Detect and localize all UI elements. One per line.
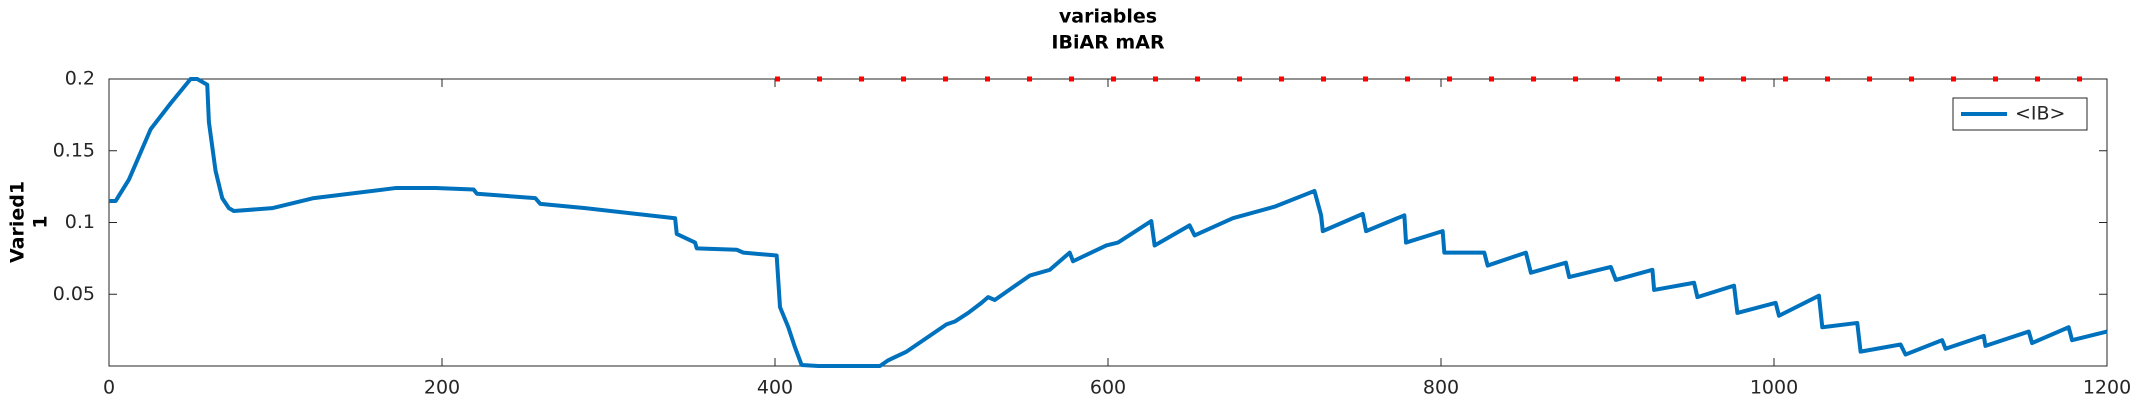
chart-title: IBiAR mAR (1051, 32, 1165, 54)
series-line (109, 77, 2108, 368)
x-tick-label: 400 (757, 377, 793, 399)
y-axis-label: 1 (30, 215, 52, 228)
x-tick-label: 800 (1423, 377, 1459, 399)
y-tick-label: 0.15 (53, 139, 95, 161)
y-axis-label: Varied1 (7, 181, 29, 263)
x-tick-label: 1000 (1750, 377, 1798, 399)
chart-title: variables (1059, 6, 1157, 28)
y-tick-label: 0.05 (53, 283, 95, 305)
y-tick-label: 0.2 (65, 68, 95, 90)
x-tick-label: 0 (103, 377, 115, 399)
x-tick-label: 1200 (2083, 377, 2131, 399)
y-tick-label: 0.1 (65, 211, 95, 233)
legend-label: <IB> (2015, 103, 2065, 125)
plot-area (108, 78, 2108, 367)
x-tick-label: 600 (1090, 377, 1126, 399)
x-tick-label: 200 (424, 377, 460, 399)
